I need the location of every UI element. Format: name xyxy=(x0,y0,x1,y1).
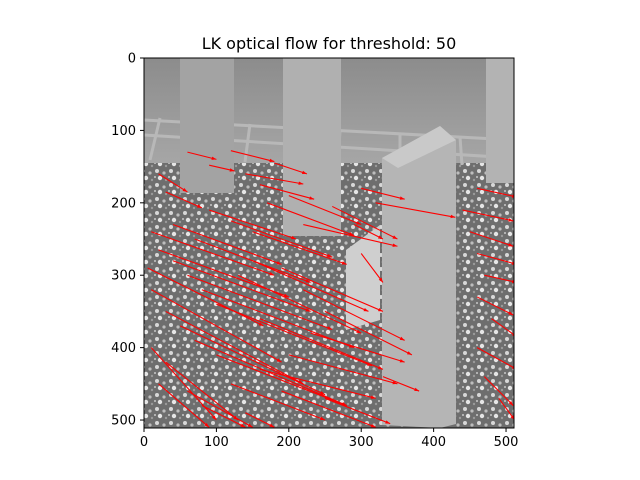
flow-arrow xyxy=(209,164,235,172)
flow-arrow xyxy=(288,354,398,385)
flow-arrow xyxy=(324,397,391,425)
flow-arrow xyxy=(498,397,514,420)
scene-image xyxy=(144,58,514,428)
flow-arrow xyxy=(303,289,405,341)
flow-arrow xyxy=(484,274,514,284)
flow-arrow xyxy=(476,296,514,316)
flow-arrow xyxy=(332,205,398,240)
flow-arrow xyxy=(208,209,297,240)
flow-arrow xyxy=(201,405,246,428)
flow-arrow xyxy=(382,376,420,392)
flow-arrow xyxy=(187,274,333,331)
flow-arrow xyxy=(187,390,253,428)
x-tick-label: 0 xyxy=(140,435,148,450)
y-axis: 0 100 200 300 400 500 xyxy=(111,52,144,429)
flow-arrow xyxy=(187,151,217,160)
flow-arrow xyxy=(310,332,405,363)
flow-arrow xyxy=(476,347,514,369)
flow-arrow xyxy=(230,150,275,163)
flow-arrow xyxy=(158,173,188,193)
flow-arrow xyxy=(361,187,405,200)
flow-arrow xyxy=(281,267,384,312)
flow-arrow xyxy=(172,224,282,265)
flow-arrow xyxy=(303,224,398,247)
plot-frame xyxy=(143,57,515,429)
flow-arrow xyxy=(259,368,376,399)
y-tick-label: 100 xyxy=(111,124,136,139)
flow-arrow xyxy=(158,383,210,428)
y-tick-label: 0 xyxy=(128,52,136,67)
flow-arrow xyxy=(266,202,355,236)
x-tick-label: 400 xyxy=(421,435,446,450)
flow-arrow xyxy=(462,209,514,222)
flow-arrow xyxy=(324,310,413,356)
x-tick-label: 300 xyxy=(349,435,374,450)
flow-arrow xyxy=(483,376,514,406)
flow-arrow xyxy=(353,224,384,240)
x-tick-label: 200 xyxy=(276,435,301,450)
flow-arrow xyxy=(252,260,369,312)
flow-arrow xyxy=(476,252,514,265)
flow-arrow xyxy=(165,191,203,209)
flow-arrow xyxy=(151,231,275,276)
y-tick-label: 300 xyxy=(111,269,136,284)
flow-arrow xyxy=(360,253,384,283)
flow-arrow xyxy=(150,289,282,363)
flow-arrow xyxy=(230,383,326,421)
flow-arrow xyxy=(281,390,376,428)
y-tick-label: 500 xyxy=(111,414,136,429)
flow-arrows xyxy=(147,150,514,428)
flow-arrow xyxy=(476,187,514,198)
flow-arrow xyxy=(172,260,311,312)
y-tick-label: 200 xyxy=(111,196,136,211)
flow-arrow xyxy=(375,202,456,219)
x-axis: 0 100 200 300 400 500 xyxy=(140,428,519,450)
y-tick-label: 400 xyxy=(111,341,136,356)
flow-arrow xyxy=(469,231,514,247)
flow-arrow xyxy=(259,184,315,200)
flow-arrow xyxy=(230,220,333,258)
flow-arrow xyxy=(194,238,311,283)
flow-arrow xyxy=(288,195,362,226)
flow-arrow xyxy=(179,325,326,396)
flow-arrow xyxy=(252,231,347,265)
flow-arrow xyxy=(259,318,384,370)
chart-title: LK optical flow for threshold: 50 xyxy=(202,34,457,53)
x-tick-label: 100 xyxy=(204,435,229,450)
flow-arrow xyxy=(274,162,308,175)
flow-arrow xyxy=(237,274,362,334)
flow-arrow xyxy=(245,412,275,428)
x-tick-label: 500 xyxy=(494,435,519,450)
flow-arrow xyxy=(245,173,304,185)
flow-arrow xyxy=(147,267,264,327)
